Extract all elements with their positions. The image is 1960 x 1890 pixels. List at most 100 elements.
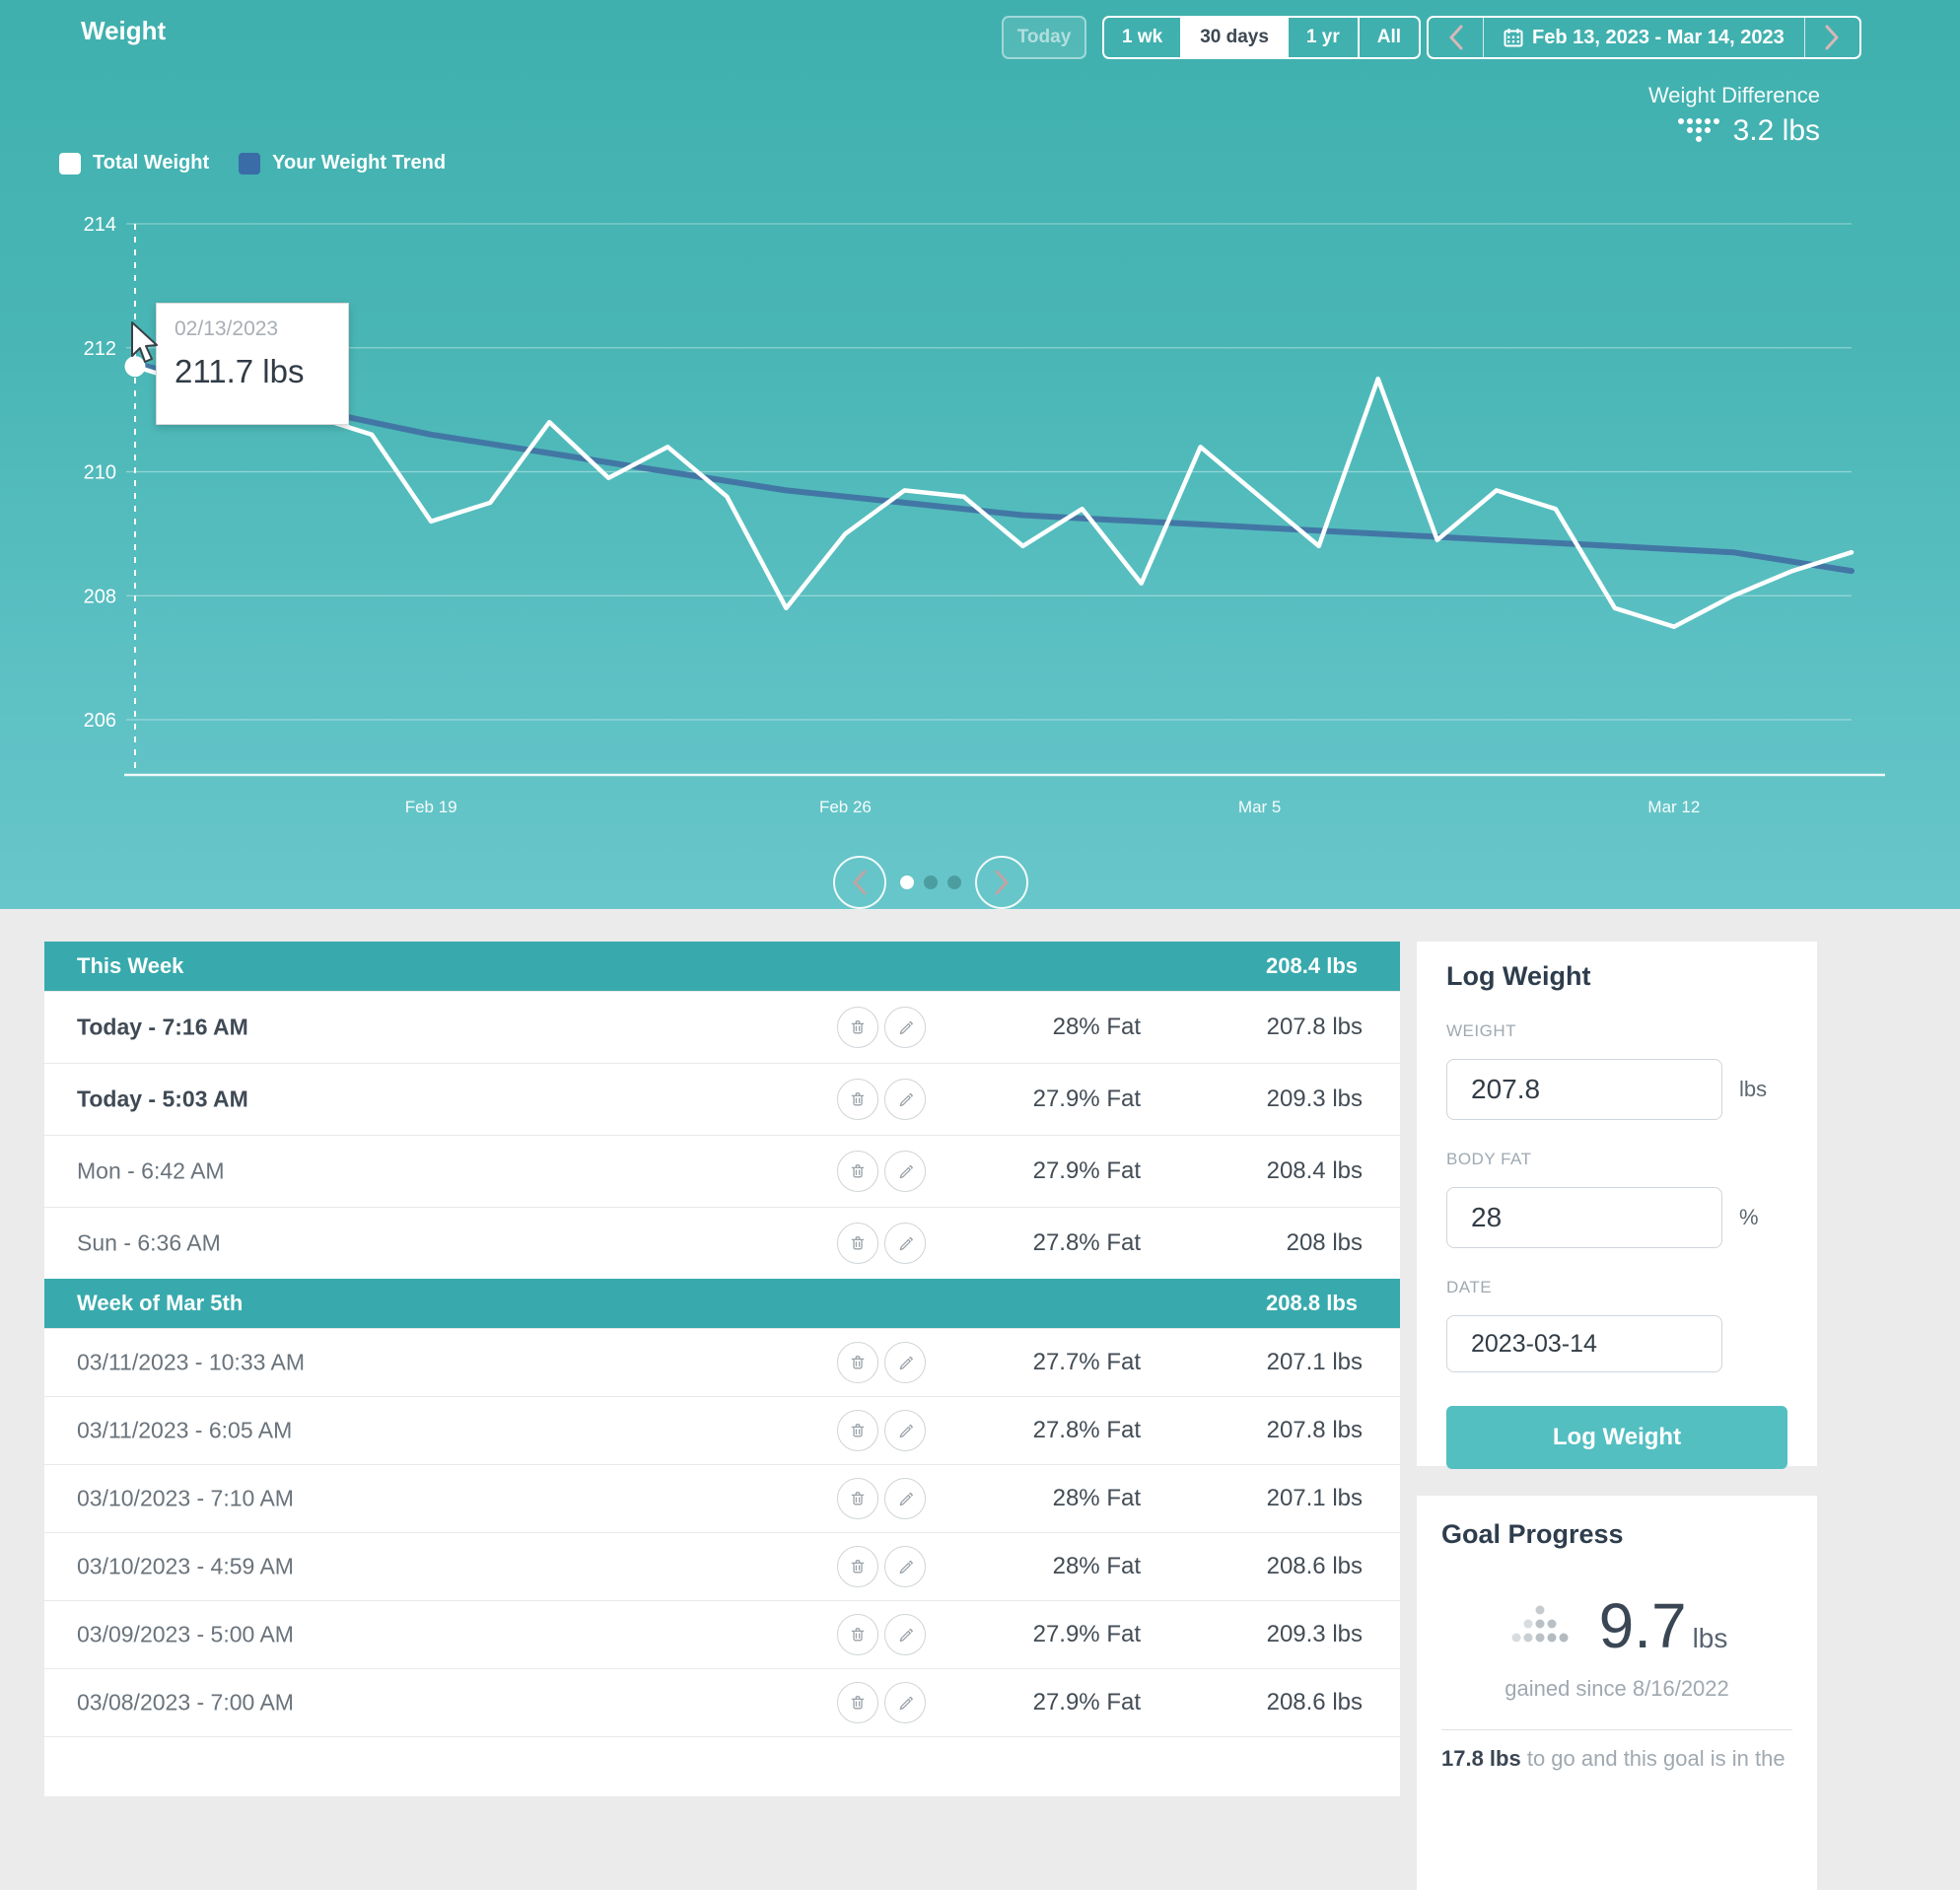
tooltip-value: 211.7 lbs [175, 353, 305, 389]
date-field-label: DATE [1446, 1278, 1493, 1296]
table-row: Today - 5:03 AM 27.9% Fat 209.3 lbs [44, 1063, 1400, 1135]
bodyfat-input[interactable] [1446, 1187, 1722, 1248]
delete-entry-button[interactable] [837, 1151, 878, 1192]
table-section-header: This Week 208.4 lbs [44, 942, 1400, 991]
weight-input[interactable] [1446, 1059, 1722, 1120]
trash-icon [851, 1560, 865, 1574]
date-range-text: Feb 13, 2023 - Mar 14, 2023 [1532, 26, 1785, 48]
pager-prev-button[interactable] [833, 856, 886, 909]
edit-entry-button[interactable] [884, 1342, 926, 1383]
chart-pagination [833, 856, 1028, 909]
edit-entry-button[interactable] [884, 1410, 926, 1451]
delete-entry-button[interactable] [837, 1682, 878, 1723]
table-row: 03/10/2023 - 4:59 AM 28% Fat 208.6 lbs [44, 1532, 1400, 1600]
prev-range-button[interactable] [1429, 18, 1483, 57]
delete-entry-button[interactable] [837, 1342, 878, 1383]
trash-icon [851, 1020, 865, 1034]
today-button[interactable]: Today [1002, 16, 1086, 59]
delete-entry-button[interactable] [837, 1223, 878, 1264]
log-weight-button[interactable]: Log Weight [1446, 1406, 1787, 1469]
log-weight-panel: Log Weight WEIGHT lbs BODY FAT % DATE Lo… [1417, 942, 1817, 1469]
delete-entry-button[interactable] [837, 1478, 878, 1519]
entry-bodyfat: 27.9% Fat [1032, 1157, 1141, 1184]
entry-datetime: Sun - 6:36 AM [77, 1229, 221, 1256]
y-axis-label: 206 [84, 710, 116, 732]
chevron-right-icon [1825, 25, 1839, 50]
range-button-30days[interactable]: 30 days [1182, 18, 1289, 57]
pager-dot-1[interactable] [924, 875, 938, 889]
entry-bodyfat: 28% Fat [1052, 1485, 1141, 1511]
entry-datetime: Mon - 6:42 AM [77, 1157, 225, 1184]
table-row: 03/11/2023 - 10:33 AM 27.7% Fat 207.1 lbs [44, 1328, 1400, 1396]
trash-icon [851, 1424, 865, 1437]
pager-dot-2[interactable] [947, 875, 961, 889]
y-axis-label: 210 [84, 462, 116, 484]
y-axis-label: 214 [84, 214, 116, 236]
entry-datetime: Today - 5:03 AM [77, 1085, 248, 1112]
delete-entry-button[interactable] [837, 1546, 878, 1587]
edit-entry-button[interactable] [884, 1614, 926, 1655]
date-range-display[interactable]: Feb 13, 2023 - Mar 14, 2023 [1483, 18, 1805, 57]
weight-line-chart[interactable]: 214 212 210 208 206 Feb 19 Feb 26 Mar 5 Mar 12 [0, 0, 1960, 909]
x-axis-label: Mar 5 [1238, 798, 1281, 816]
edit-entry-button[interactable] [884, 1546, 926, 1587]
entry-datetime: 03/11/2023 - 6:05 AM [77, 1417, 293, 1443]
edit-entry-button[interactable] [884, 1223, 926, 1264]
entry-datetime: 03/09/2023 - 5:00 AM [77, 1621, 294, 1647]
delete-entry-button[interactable] [837, 1410, 878, 1451]
delete-entry-button[interactable] [837, 1614, 878, 1655]
section-title: Week of Mar 5th [77, 1291, 244, 1315]
table-section-header: Week of Mar 5th 208.8 lbs [44, 1279, 1400, 1328]
next-range-button[interactable] [1805, 18, 1859, 57]
goal-value-group: 9.7 lbs [1599, 1589, 1728, 1662]
x-axis-label: Feb 26 [819, 798, 872, 816]
goal-subtitle: gained since 8/16/2022 [1505, 1676, 1729, 1701]
edit-entry-button[interactable] [884, 1478, 926, 1519]
bodyfat-unit-label: % [1739, 1205, 1759, 1229]
entry-bodyfat: 27.7% Fat [1032, 1349, 1141, 1375]
trash-icon [851, 1628, 865, 1642]
y-axis-label: 212 [84, 338, 116, 360]
table-row: 03/09/2023 - 5:00 AM 27.9% Fat 209.3 lbs [44, 1600, 1400, 1668]
weight-scale-dots-icon [1677, 118, 1719, 142]
edit-entry-button[interactable] [884, 1079, 926, 1120]
goal-unit: lbs [1692, 1623, 1728, 1653]
trash-icon [851, 1236, 865, 1250]
weight-unit-label: lbs [1739, 1077, 1768, 1101]
calendar-icon [1504, 29, 1523, 47]
legend-weight-trend-label: Your Weight Trend [272, 152, 447, 174]
entry-datetime: 03/11/2023 - 10:33 AM [77, 1349, 306, 1375]
legend-weight-trend: Your Weight Trend [239, 152, 446, 175]
date-input[interactable] [1446, 1315, 1722, 1372]
edit-entry-button[interactable] [884, 1151, 926, 1192]
table-row: 03/11/2023 - 6:05 AM 27.8% Fat 207.8 lbs [44, 1396, 1400, 1464]
entry-bodyfat: 27.9% Fat [1032, 1621, 1141, 1647]
trash-icon [851, 1492, 865, 1505]
entry-datetime: Today - 7:16 AM [77, 1014, 248, 1040]
goal-progress-title: Goal Progress [1441, 1519, 1624, 1549]
goal-footer: 17.8 lbs to go and this goal is in the [1441, 1746, 1792, 1772]
goal-value: 9.7 [1598, 1590, 1687, 1661]
weight-trend-swatch [239, 152, 261, 175]
delete-entry-button[interactable] [837, 1007, 878, 1048]
pager-next-button[interactable] [975, 856, 1028, 909]
pencil-icon [899, 1164, 913, 1179]
goal-progress-panel: Goal Progress 9.7 lbs gained since 8/16/2… [1417, 1496, 1817, 1890]
series-total-weight [132, 364, 1855, 629]
edit-entry-button[interactable] [884, 1682, 926, 1723]
edit-entry-button[interactable] [884, 1007, 926, 1048]
entry-weight: 209.3 lbs [1266, 1621, 1363, 1647]
entry-bodyfat: 27.9% Fat [1032, 1085, 1141, 1112]
delete-entry-button[interactable] [837, 1079, 878, 1120]
chart-tooltip: 02/13/2023 211.7 lbs [156, 303, 349, 425]
pencil-icon [899, 1092, 913, 1107]
pager-dot-0[interactable] [900, 875, 914, 889]
x-axis-label: Mar 12 [1647, 798, 1700, 816]
range-button-1yr[interactable]: 1 yr [1289, 18, 1360, 57]
range-button-all[interactable]: All [1376, 27, 1402, 47]
range-button-1wk[interactable]: 1 wk [1104, 18, 1183, 57]
pencil-icon [899, 1696, 913, 1711]
pencil-icon [899, 1560, 913, 1575]
weight-log-table: This Week 208.4 lbs Today - 7:16 AM 28% Fat… [44, 942, 1400, 1796]
chevron-left-icon [1449, 25, 1462, 50]
